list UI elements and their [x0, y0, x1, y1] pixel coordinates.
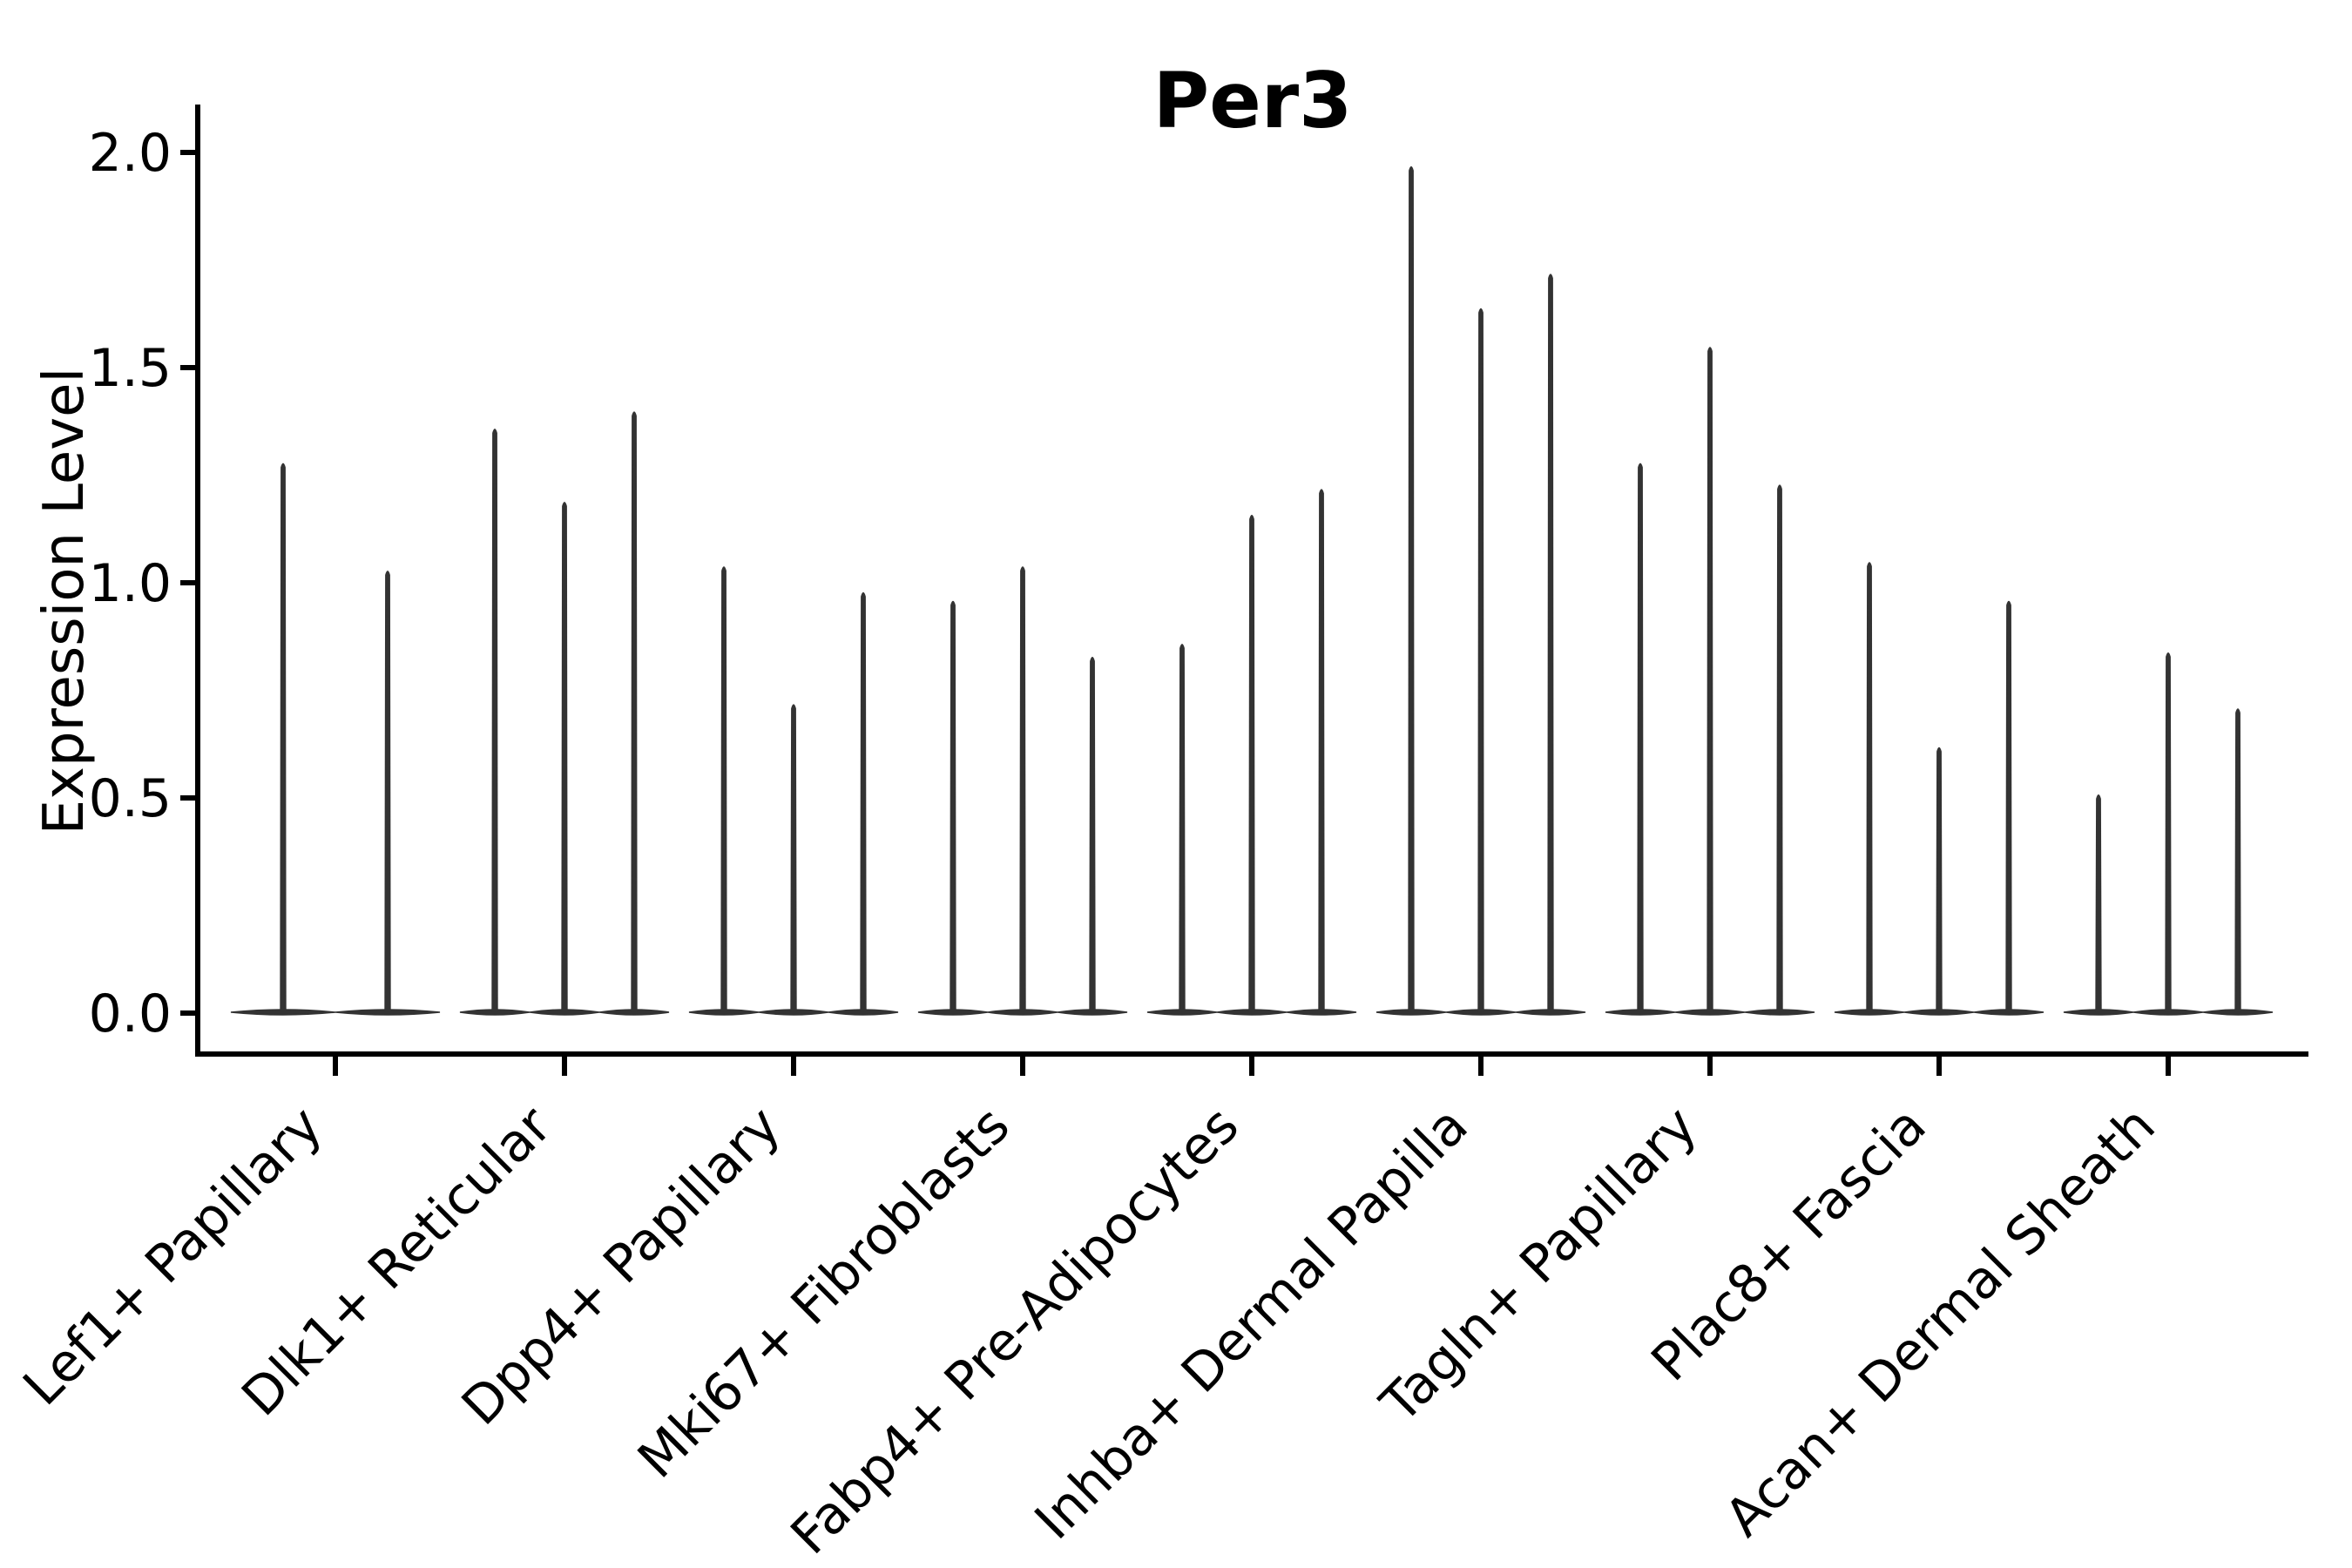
violin-spike: [790, 704, 797, 1013]
violin-spike: [1547, 274, 1554, 1013]
y-tick-label: 0.0: [89, 983, 172, 1044]
y-tick-label: 1.5: [89, 338, 172, 399]
x-tick-label: Mki67+ Fibroblasts: [626, 1095, 1022, 1490]
axis-spines: [195, 105, 2308, 1057]
violin-spike: [1866, 562, 1873, 1013]
violin-spike: [1318, 489, 1325, 1013]
y-tick-label: 2.0: [89, 123, 172, 184]
violin-spike: [1248, 514, 1255, 1013]
violin-spike: [2234, 708, 2241, 1013]
violin-spike: [1179, 644, 1186, 1013]
violin-spike: [1637, 463, 1644, 1013]
violin-spike: [1936, 747, 1943, 1013]
violin-spike: [1776, 484, 1783, 1013]
y-tick-label: 0.5: [89, 768, 172, 829]
violin-spike: [1408, 166, 1415, 1013]
violin-spike: [1707, 347, 1713, 1013]
plot-title: Per3: [1153, 56, 1353, 145]
violin-spike: [720, 566, 727, 1013]
violin-spike: [860, 591, 867, 1013]
x-tick-label: Fabp4+ Pre-Adipocytes: [780, 1095, 1251, 1566]
violin-spike: [1019, 566, 1026, 1013]
violin-spike: [2165, 652, 2172, 1013]
x-tick-label: Inhba+ Dermal Papilla: [1024, 1095, 1480, 1551]
violin-spike: [631, 411, 638, 1013]
violin-spike: [280, 463, 287, 1013]
violin-spike: [561, 502, 568, 1013]
violin-spike: [384, 571, 391, 1013]
x-tick-label: Acan+ Dermal Sheath: [1713, 1095, 2167, 1549]
y-tick-label: 1.0: [89, 553, 172, 614]
violin-spike: [1089, 656, 1096, 1013]
violin-spike: [950, 600, 956, 1013]
violin-spike: [491, 429, 498, 1013]
violin-spike: [2095, 794, 2102, 1013]
y-axis-label: Expression Level: [32, 368, 97, 835]
violin-spike: [1477, 308, 1484, 1013]
violin-spike: [2005, 600, 2012, 1013]
